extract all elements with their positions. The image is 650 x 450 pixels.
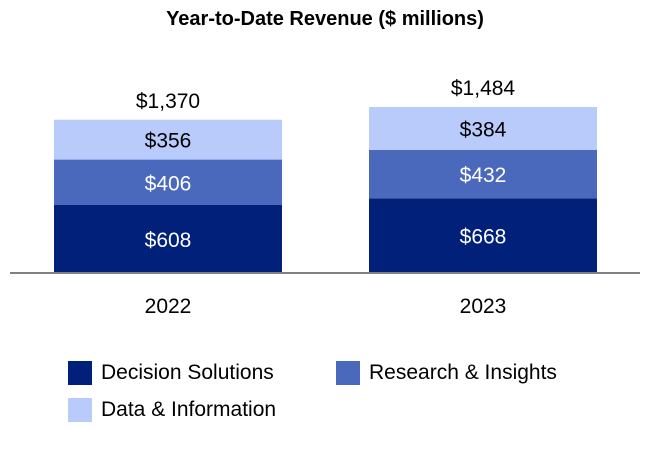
data-label: $384 — [460, 118, 507, 141]
bar-segment — [369, 198, 597, 273]
data-label: $356 — [145, 130, 192, 153]
total-label: $1,370 — [136, 90, 200, 113]
bar-segment — [54, 204, 282, 273]
data-label: $668 — [460, 226, 507, 249]
bar-segment — [54, 159, 282, 205]
legend-label: Data & Information — [101, 398, 277, 421]
legend-label: Decision Solutions — [101, 361, 274, 384]
chart-title: Year-to-Date Revenue ($ millions) — [166, 8, 484, 30]
legend-label: Research & Insights — [369, 361, 557, 384]
legend-swatch — [336, 361, 360, 385]
bar-segment — [369, 149, 597, 199]
data-label: $406 — [145, 172, 192, 195]
data-label: $432 — [460, 164, 507, 187]
bar-segment — [54, 119, 282, 160]
bar-segment — [369, 107, 597, 150]
x-tick-label: 2023 — [460, 295, 507, 318]
data-label: $608 — [145, 229, 192, 252]
legend-item-decision-solutions: Decision Solutions — [68, 361, 274, 385]
legend-item-research-insights: Research & Insights — [336, 361, 557, 385]
legend-swatch — [68, 361, 92, 385]
x-tick-label: 2022 — [145, 295, 192, 318]
total-label: $1,484 — [451, 77, 516, 100]
legend-item-data-information: Data & Information — [68, 398, 276, 422]
legend-swatch — [68, 398, 92, 422]
